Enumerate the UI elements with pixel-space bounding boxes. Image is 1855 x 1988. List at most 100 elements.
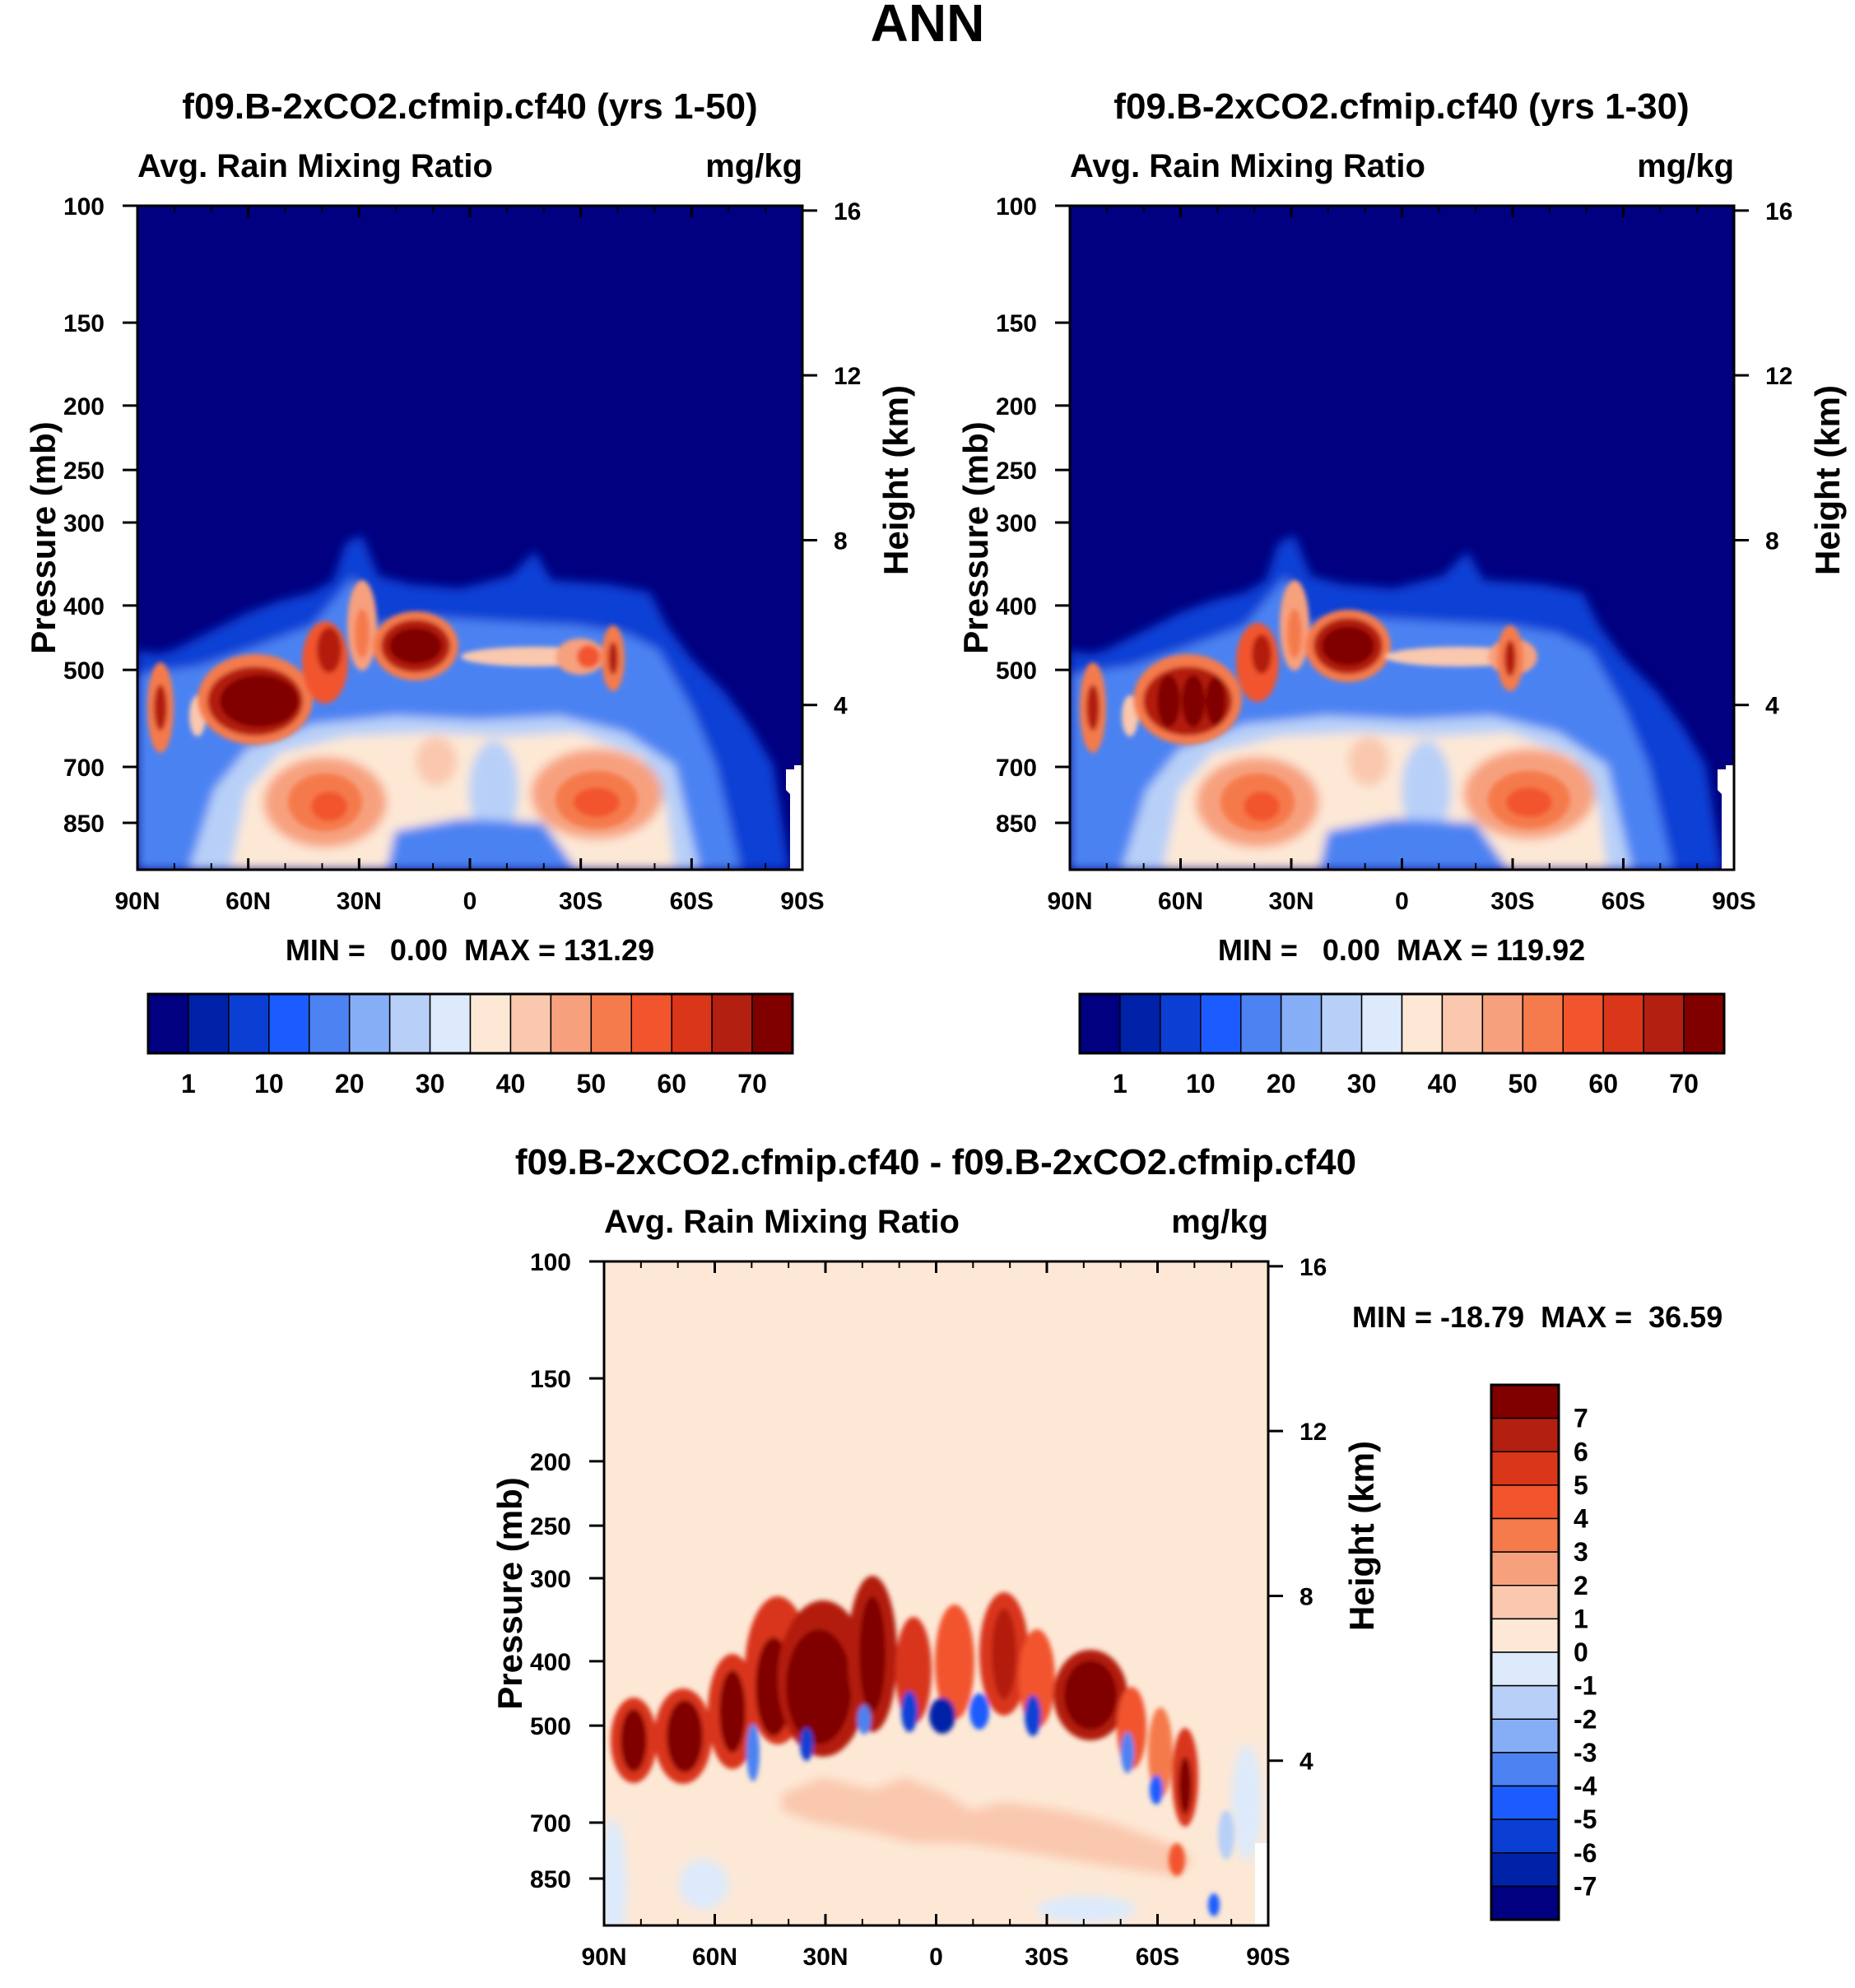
x-tick-label: 30N <box>1268 888 1313 915</box>
colorbar-swatch <box>1280 993 1323 1054</box>
colorbar-swatch <box>1490 1852 1560 1888</box>
colorbar-label: 4 <box>1574 1504 1588 1534</box>
colorbar-swatch <box>1490 1885 1560 1921</box>
figure-title: ANN <box>871 0 985 53</box>
y-tick-label: 500 <box>63 657 105 685</box>
panel-2-mid-warm <box>1348 736 1389 786</box>
colorbar-label: 2 <box>1574 1571 1588 1600</box>
panel-3-axes: 90N 60N 30N 0 30S 60S 90S 100 150 200 250 300 400 500… <box>490 1249 1381 1971</box>
colorbar-swatch <box>1320 993 1363 1054</box>
height-tick-label: 16 <box>1299 1254 1327 1281</box>
colorbar-swatch <box>1490 1384 1560 1419</box>
x-tick-label: 60N <box>692 1944 737 1971</box>
x-tick-label: 30N <box>802 1944 848 1971</box>
panel-1-axes: 90N 60N 30N 0 30S 60S 90S 100 150 200 250 300 400 500… <box>24 193 915 915</box>
panel-2-colorbar: 1 10 20 30 40 50 60 70 <box>1078 992 1726 1099</box>
colorbar-swatch <box>429 993 472 1054</box>
panel-1-cell-1-core <box>154 685 167 731</box>
panel-2-nh-core <box>1244 792 1280 821</box>
height-tick-label: 16 <box>1765 198 1792 225</box>
panel-2-unit-label: mg/kg <box>1637 148 1734 184</box>
colorbar-label: 10 <box>1186 1069 1216 1099</box>
y-tick-label: 100 <box>996 193 1037 221</box>
panel-2-cell-max-core-c <box>1206 676 1225 726</box>
panel-3-neg-9 <box>1208 1893 1220 1916</box>
colorbar-label: 0 <box>1574 1637 1588 1667</box>
colorbar-label: -2 <box>1574 1704 1597 1734</box>
colorbar-swatch <box>268 993 310 1054</box>
panel-3-right-cool <box>1232 1744 1262 1860</box>
colorbar-swatch <box>630 993 672 1054</box>
y-axis-title: Pressure (mb) <box>956 421 995 653</box>
y-tick-label: 700 <box>996 755 1037 782</box>
colorbar-label: 50 <box>1509 1069 1538 1099</box>
x-tick-label: 60S <box>1602 888 1645 915</box>
height-tick-label: 4 <box>1765 693 1779 720</box>
panel-3-cell-c-core <box>719 1670 746 1753</box>
panel-3-unit-label: mg/kg <box>1171 1204 1268 1240</box>
colorbar-swatch <box>590 993 632 1054</box>
colorbar-swatch <box>188 993 230 1054</box>
panel-1-title: f09.B-2xCO2.cfmip.cf40 (yrs 1-50) <box>182 86 757 127</box>
height-tick-label: 8 <box>1765 527 1779 555</box>
y-tick-label: 300 <box>530 1566 571 1593</box>
panel-2-title: f09.B-2xCO2.cfmip.cf40 (yrs 1-30) <box>1113 86 1689 127</box>
panel-3-field-label: Avg. Rain Mixing Ratio <box>604 1204 960 1240</box>
panel-3-neg-2 <box>800 1728 813 1761</box>
colorbar-label: 30 <box>416 1069 445 1099</box>
y-tick-label: 250 <box>996 458 1037 485</box>
panel-3-neg-4 <box>901 1691 918 1732</box>
panel-2-sh-core <box>1506 787 1552 817</box>
panel-2-cell-max-core-a <box>1157 675 1180 727</box>
colorbar-swatch <box>1079 993 1121 1054</box>
panel-1-unit-label: mg/kg <box>705 148 802 184</box>
y-tick-label: 150 <box>530 1366 571 1393</box>
colorbar-swatch <box>388 993 431 1054</box>
colorbar-label: -3 <box>1574 1738 1597 1767</box>
y-tick-label: 850 <box>63 811 105 838</box>
panel-3-cell-e-core <box>859 1596 886 1712</box>
y-tick-label: 700 <box>63 755 105 782</box>
colorbar-label: 10 <box>254 1069 284 1099</box>
colorbar-swatch <box>1490 1684 1560 1720</box>
colorbar-label: 1 <box>1113 1069 1127 1099</box>
y-tick-label: 300 <box>63 510 105 537</box>
panel-2-field-label: Avg. Rain Mixing Ratio <box>1070 148 1425 184</box>
colorbar-frame <box>1490 1383 1560 1921</box>
y-tick-label: 100 <box>63 193 105 221</box>
panel-3-stats: MIN = -18.79 MAX = 36.59 <box>1352 1300 1723 1334</box>
panel-3: f09.B-2xCO2.cfmip.cf40 - f09.B-2xCO2.cfm… <box>490 1142 1723 1971</box>
colorbar-label: -7 <box>1574 1871 1597 1901</box>
height-tick-label: 16 <box>834 198 861 225</box>
panel-3-missing-data <box>1255 1843 1268 1925</box>
panel-2-cell-6-core <box>1322 626 1374 666</box>
panel-1-cell-5-core <box>355 609 370 658</box>
x-tick-label: 60S <box>1136 1944 1179 1971</box>
y-tick-label: 300 <box>996 510 1037 537</box>
colorbar-swatch <box>1490 1451 1560 1486</box>
colorbar-swatch <box>1490 1818 1560 1854</box>
panel-1-colorbar: 1 10 20 30 40 50 60 70 <box>146 992 794 1099</box>
panel-1-stats: MIN = 0.00 MAX = 131.29 <box>286 933 654 967</box>
colorbar-swatch <box>309 993 351 1054</box>
panel-1-cell-6-core <box>389 628 442 664</box>
y-tick-label: 100 <box>530 1249 571 1276</box>
panel-3-cell-h-core <box>992 1609 1016 1699</box>
panel-2-field <box>1070 206 1734 870</box>
x-tick-label: 30N <box>337 888 382 915</box>
colorbar-swatch <box>147 993 189 1054</box>
panel-1-low-band <box>387 819 576 870</box>
colorbar-swatch <box>1490 1618 1560 1653</box>
y-tick-label: 200 <box>530 1449 571 1476</box>
panel-1-cell-8-core <box>608 642 618 675</box>
panel-3-min <box>929 1698 955 1734</box>
panel-1-mid-warm <box>416 736 457 786</box>
colorbar-frame <box>146 992 794 1055</box>
panel-3-neg-3 <box>858 1705 871 1735</box>
colorbar-label: 70 <box>737 1069 767 1099</box>
height-tick-label: 4 <box>1299 1749 1313 1776</box>
colorbar-swatch <box>1490 1551 1560 1586</box>
colorbar-swatch <box>1160 993 1202 1054</box>
panel-3-title: f09.B-2xCO2.cfmip.cf40 - f09.B-2xCO2.cfm… <box>515 1142 1356 1182</box>
colorbar-swatch <box>1643 993 1685 1054</box>
